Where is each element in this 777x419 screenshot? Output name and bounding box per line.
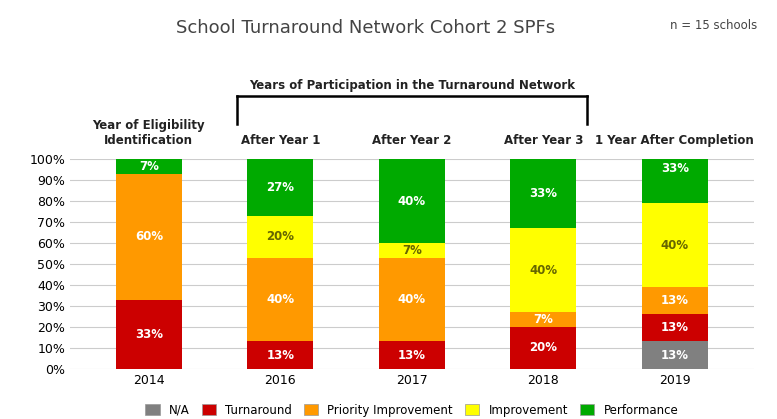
Bar: [379, 159, 444, 243]
Legend: N/A, Turnaround, Priority Improvement, Improvement, Performance: N/A, Turnaround, Priority Improvement, I…: [141, 399, 683, 419]
Text: 7%: 7%: [139, 160, 159, 173]
Text: 1 Year After Completion: 1 Year After Completion: [595, 134, 754, 147]
Bar: [510, 327, 577, 369]
Bar: [116, 300, 182, 369]
Text: 40%: 40%: [529, 264, 557, 277]
Text: 20%: 20%: [267, 230, 294, 243]
Text: Years of Participation in the Turnaround Network: Years of Participation in the Turnaround…: [249, 79, 575, 92]
Bar: [642, 134, 708, 203]
Bar: [642, 341, 708, 369]
Bar: [247, 216, 313, 258]
Bar: [116, 174, 182, 300]
Text: n = 15 schools: n = 15 schools: [671, 19, 758, 32]
Bar: [642, 314, 708, 341]
Text: 60%: 60%: [134, 230, 163, 243]
Text: 13%: 13%: [660, 294, 688, 307]
Text: 20%: 20%: [529, 341, 557, 354]
Text: 27%: 27%: [267, 181, 294, 194]
Bar: [510, 312, 577, 327]
Text: School Turnaround Network Cohort 2 SPFs: School Turnaround Network Cohort 2 SPFs: [176, 19, 555, 37]
Text: 13%: 13%: [267, 349, 294, 362]
Bar: [642, 203, 708, 287]
Text: 7%: 7%: [402, 244, 422, 257]
Bar: [379, 243, 444, 258]
Bar: [379, 258, 444, 341]
Text: 13%: 13%: [398, 349, 426, 362]
Text: 7%: 7%: [533, 313, 553, 326]
Bar: [379, 341, 444, 369]
Text: 13%: 13%: [660, 321, 688, 334]
Bar: [510, 228, 577, 312]
Bar: [247, 341, 313, 369]
Text: After Year 1: After Year 1: [241, 134, 320, 147]
Bar: [116, 159, 182, 174]
Text: 40%: 40%: [660, 238, 689, 252]
Text: 33%: 33%: [135, 328, 163, 341]
Text: 40%: 40%: [398, 194, 426, 208]
Text: 40%: 40%: [398, 293, 426, 306]
Text: After Year 3: After Year 3: [503, 134, 583, 147]
Text: 33%: 33%: [660, 162, 688, 175]
Text: Year of Eligibility
Identification: Year of Eligibility Identification: [92, 119, 205, 147]
Text: 33%: 33%: [529, 187, 557, 200]
Bar: [247, 159, 313, 216]
Bar: [247, 258, 313, 341]
Bar: [642, 287, 708, 314]
Text: 40%: 40%: [267, 293, 294, 306]
Text: After Year 2: After Year 2: [372, 134, 451, 147]
Text: 13%: 13%: [660, 349, 688, 362]
Bar: [510, 159, 577, 228]
